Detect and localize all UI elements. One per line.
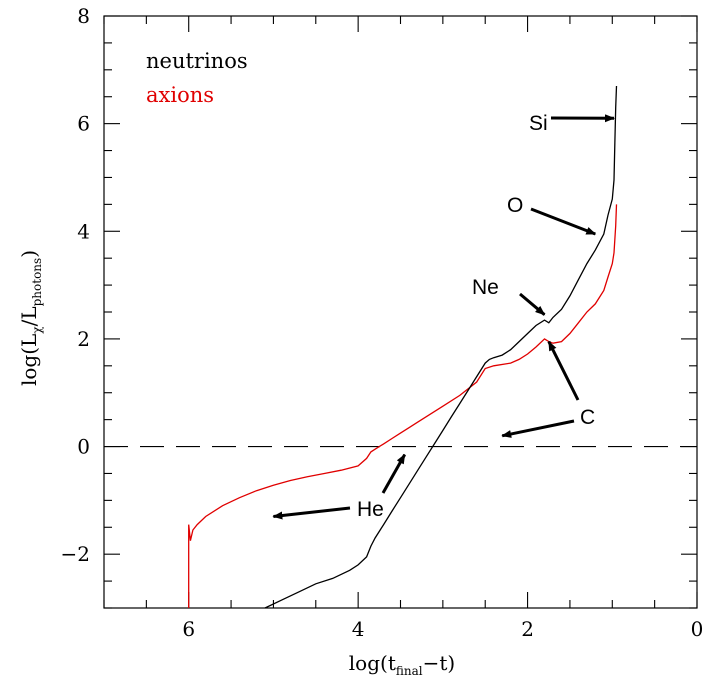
annotations: Si O Ne C He bbox=[272, 112, 615, 521]
annotation-arrow-he-crossing bbox=[381, 453, 407, 494]
legend: neutrinos axions bbox=[146, 49, 248, 107]
annotation-arrow-c-peak bbox=[547, 340, 580, 401]
y-tick-label: 6 bbox=[77, 112, 90, 136]
annotation-arrow-o bbox=[530, 207, 597, 236]
y-tick-label: 0 bbox=[77, 435, 90, 459]
axis-ticks bbox=[103, 15, 698, 609]
legend-entry-axions: axions bbox=[146, 83, 214, 107]
annotation-label-si: Si bbox=[529, 112, 548, 135]
x-tick-label: 2 bbox=[521, 617, 534, 641]
axions-series-line bbox=[188, 204, 618, 608]
y-tick-label: 8 bbox=[77, 4, 90, 28]
x-axis-title: log(tfinal−t) bbox=[349, 651, 455, 678]
x-tick-label: 6 bbox=[182, 617, 195, 641]
y-tick-label: 4 bbox=[77, 219, 90, 243]
annotation-arrow-he-axion bbox=[272, 506, 351, 520]
annotation-label-ne: Ne bbox=[472, 276, 499, 299]
tick-labels: 6 4 2 0 −2 0 2 4 6 8 bbox=[61, 4, 704, 641]
annotation-arrow-c-crossing bbox=[501, 419, 575, 438]
y-tick-label: 2 bbox=[77, 327, 90, 351]
x-tick-label: 0 bbox=[691, 617, 704, 641]
annotation-label-o: O bbox=[507, 194, 523, 217]
y-tick-label: −2 bbox=[61, 542, 90, 566]
x-tick-label: 4 bbox=[352, 617, 365, 641]
annotation-label-c: C bbox=[580, 406, 595, 429]
neutrinos-series-line bbox=[264, 85, 618, 609]
legend-entry-neutrinos: neutrinos bbox=[146, 49, 248, 73]
annotation-label-he: He bbox=[357, 498, 384, 521]
annotation-arrow-ne bbox=[519, 292, 546, 316]
y-axis-title: log(Lχ/Lphotons) bbox=[17, 250, 44, 386]
